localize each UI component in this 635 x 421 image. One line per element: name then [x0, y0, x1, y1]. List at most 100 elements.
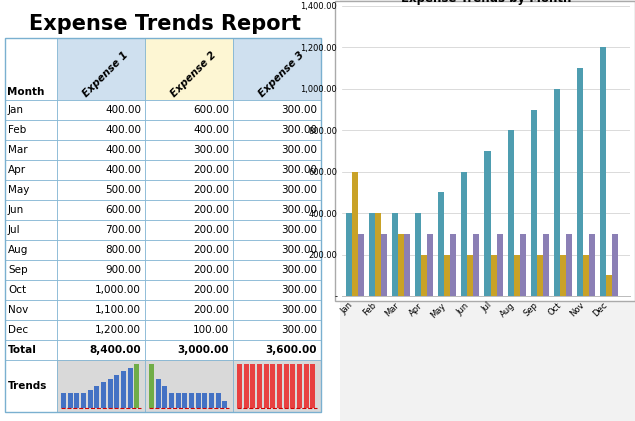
Text: Jan: Jan: [8, 105, 24, 115]
Bar: [57, 280, 145, 300]
Bar: [358, 234, 364, 296]
Bar: [233, 340, 321, 360]
Bar: [128, 368, 133, 408]
Bar: [196, 393, 201, 408]
Text: 3,600.00: 3,600.00: [265, 345, 317, 355]
Text: 900.00: 900.00: [105, 265, 141, 275]
Bar: [57, 260, 145, 280]
Bar: [335, 1, 635, 301]
Bar: [189, 393, 194, 408]
Bar: [444, 255, 450, 296]
Bar: [233, 38, 321, 100]
Bar: [237, 364, 242, 408]
Bar: [145, 320, 233, 340]
Text: Aug: Aug: [8, 245, 29, 255]
Bar: [244, 364, 249, 408]
Bar: [5, 160, 57, 180]
Bar: [57, 220, 145, 240]
Bar: [392, 213, 398, 296]
Bar: [182, 393, 187, 408]
Bar: [121, 371, 126, 408]
Text: 600.00: 600.00: [193, 105, 229, 115]
Bar: [450, 234, 457, 296]
Bar: [352, 172, 358, 296]
Text: Nov: Nov: [8, 305, 28, 315]
Bar: [156, 379, 161, 408]
Bar: [149, 364, 154, 408]
Bar: [537, 255, 543, 296]
Bar: [233, 260, 321, 280]
Bar: [5, 140, 57, 160]
Bar: [68, 393, 72, 408]
Bar: [233, 180, 321, 200]
Bar: [5, 240, 57, 260]
Bar: [61, 393, 66, 408]
Text: Expense 1: Expense 1: [81, 49, 131, 99]
Bar: [5, 200, 57, 220]
Text: 200.00: 200.00: [193, 205, 229, 215]
Bar: [5, 300, 57, 320]
Bar: [467, 255, 474, 296]
Text: 400.00: 400.00: [105, 145, 141, 155]
Text: 300.00: 300.00: [281, 225, 317, 235]
Bar: [145, 340, 233, 360]
Text: 400.00: 400.00: [105, 105, 141, 115]
Bar: [222, 401, 227, 408]
Bar: [169, 393, 174, 408]
Bar: [57, 320, 145, 340]
Bar: [421, 255, 427, 296]
Text: 200.00: 200.00: [193, 265, 229, 275]
Text: 1,200.00: 1,200.00: [95, 325, 141, 335]
Text: May: May: [8, 185, 29, 195]
Text: Apr: Apr: [8, 165, 26, 175]
Bar: [543, 234, 549, 296]
Bar: [404, 234, 410, 296]
Bar: [88, 390, 93, 408]
Bar: [497, 234, 502, 296]
Text: 3,000.00: 3,000.00: [178, 345, 229, 355]
Text: 200.00: 200.00: [193, 245, 229, 255]
Bar: [233, 140, 321, 160]
Bar: [233, 300, 321, 320]
Text: 200.00: 200.00: [193, 225, 229, 235]
Bar: [108, 379, 112, 408]
Bar: [369, 213, 375, 296]
Bar: [233, 360, 321, 412]
Bar: [145, 260, 233, 280]
Title: Expense Trends by Month: Expense Trends by Month: [401, 0, 572, 5]
Bar: [135, 364, 139, 408]
Bar: [57, 160, 145, 180]
Bar: [264, 364, 269, 408]
Bar: [5, 320, 57, 340]
Bar: [209, 393, 214, 408]
Bar: [145, 240, 233, 260]
Text: 300.00: 300.00: [281, 145, 317, 155]
Bar: [57, 300, 145, 320]
Text: 300.00: 300.00: [281, 305, 317, 315]
Bar: [566, 234, 572, 296]
Text: 800.00: 800.00: [105, 245, 141, 255]
Bar: [5, 280, 57, 300]
Bar: [589, 234, 595, 296]
Bar: [176, 393, 181, 408]
Bar: [145, 360, 233, 412]
Bar: [57, 100, 145, 120]
Text: 200.00: 200.00: [193, 285, 229, 295]
Bar: [415, 213, 421, 296]
Bar: [57, 240, 145, 260]
Bar: [145, 280, 233, 300]
Bar: [560, 255, 566, 296]
Bar: [5, 38, 57, 100]
Bar: [519, 234, 526, 296]
Bar: [606, 275, 612, 296]
Bar: [101, 382, 106, 408]
Bar: [0, 0, 340, 421]
Bar: [81, 393, 86, 408]
Bar: [203, 393, 208, 408]
Bar: [57, 120, 145, 140]
Bar: [5, 220, 57, 240]
Bar: [284, 364, 289, 408]
Text: Jul: Jul: [8, 225, 20, 235]
Text: 300.00: 300.00: [281, 165, 317, 175]
Text: Dec: Dec: [8, 325, 28, 335]
